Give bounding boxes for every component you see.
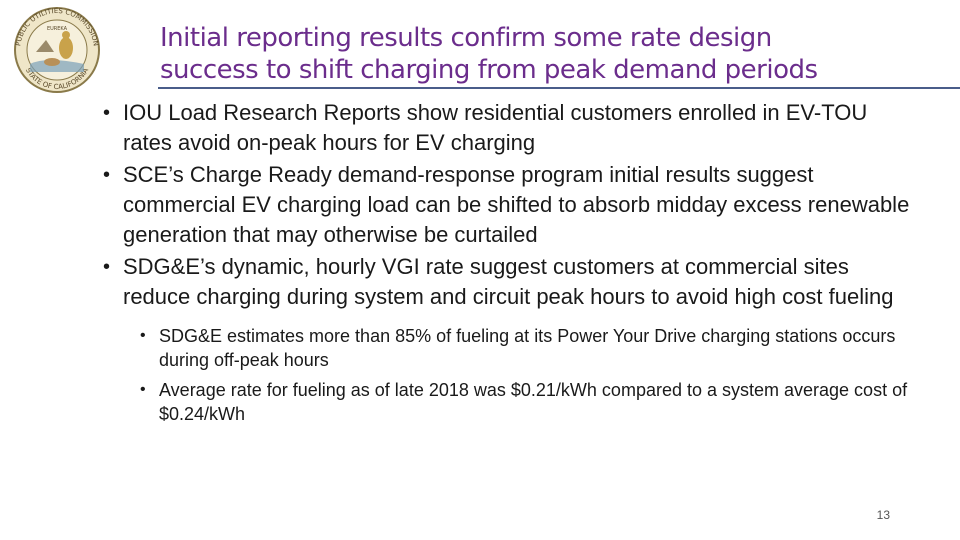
bullet-item: • IOU Load Research Reports show residen… xyxy=(103,98,913,158)
bullet-text: SDG&E’s dynamic, hourly VGI rate suggest… xyxy=(123,254,894,309)
bullet-dot-icon: • xyxy=(103,256,111,278)
bullet-dot-icon: • xyxy=(140,381,146,398)
bullet-item: • SCE’s Charge Ready demand-response pro… xyxy=(103,160,913,250)
bullet-list: • IOU Load Research Reports show residen… xyxy=(103,98,913,432)
sub-bullet-item: • SDG&E estimates more than 85% of fueli… xyxy=(103,324,913,372)
svg-text:EUREKA: EUREKA xyxy=(47,26,68,32)
slide-title-line-2: success to shift charging from peak dema… xyxy=(160,55,818,85)
bullet-text: SCE’s Charge Ready demand-response progr… xyxy=(123,162,910,247)
bullet-dot-icon: • xyxy=(103,164,111,186)
state-seal-logo: PUBLIC UTILITIES COMMISSION STATE OF CAL… xyxy=(6,6,108,94)
sub-bullet-text: Average rate for fueling as of late 2018… xyxy=(159,380,908,424)
sub-bullet-list: • SDG&E estimates more than 85% of fueli… xyxy=(103,324,913,426)
bullet-item: • SDG&E’s dynamic, hourly VGI rate sugge… xyxy=(103,252,913,312)
sub-bullet-text: SDG&E estimates more than 85% of fueling… xyxy=(159,326,896,370)
bullet-text: IOU Load Research Reports show residenti… xyxy=(123,100,868,155)
bullet-dot-icon: • xyxy=(140,327,146,344)
slide-title: Initial reporting results confirm some r… xyxy=(160,22,860,86)
page-number: 13 xyxy=(876,508,890,522)
slide-title-line-1: Initial reporting results confirm some r… xyxy=(160,23,772,53)
title-divider xyxy=(158,87,960,89)
sub-bullet-item: • Average rate for fueling as of late 20… xyxy=(103,378,913,426)
bullet-dot-icon: • xyxy=(103,102,111,124)
